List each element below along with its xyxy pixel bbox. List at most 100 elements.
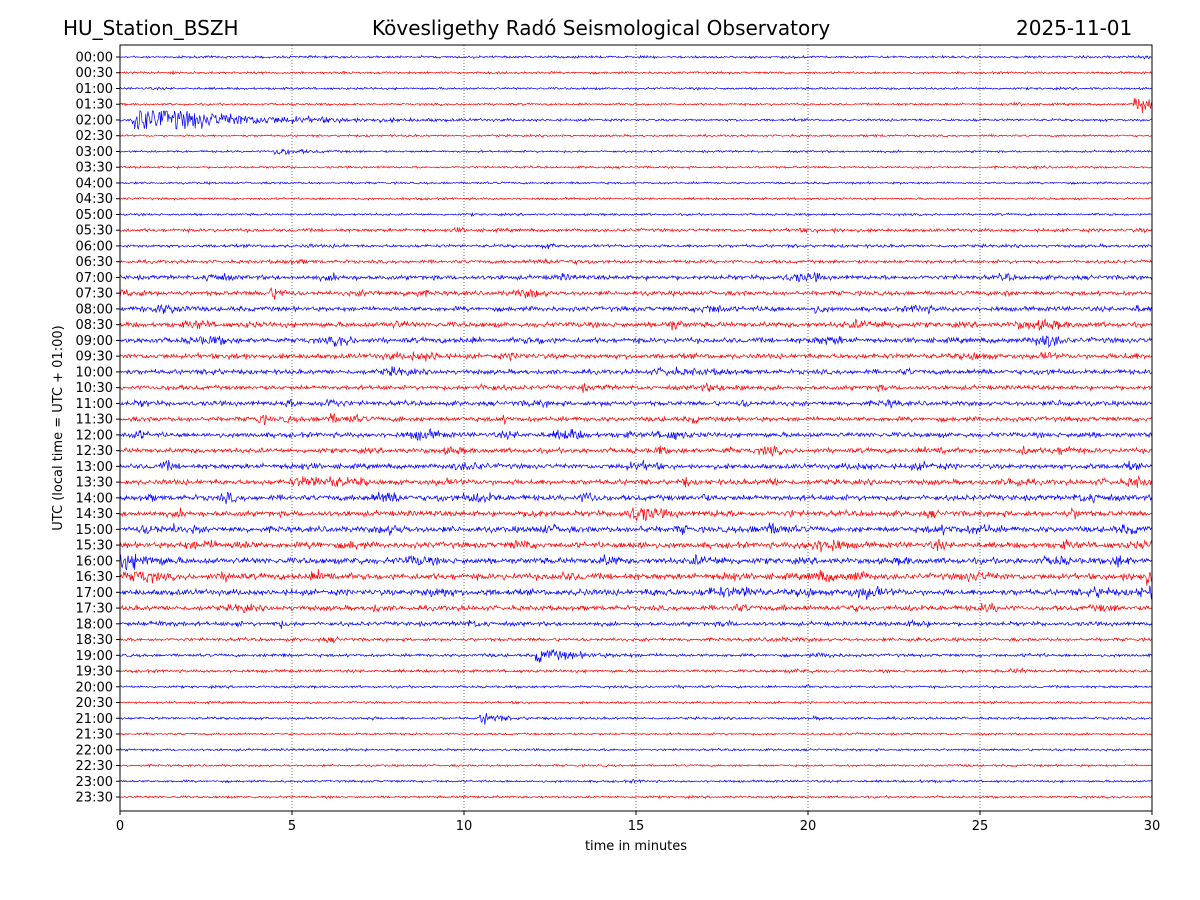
y-tick-label: 22:00 bbox=[76, 743, 113, 758]
y-tick-label: 22:30 bbox=[76, 759, 113, 774]
y-tick-label: 21:30 bbox=[76, 728, 113, 743]
y-tick-label: 06:30 bbox=[76, 255, 113, 270]
trace-2130 bbox=[119, 731, 1153, 737]
y-tick-label: 02:30 bbox=[76, 129, 113, 144]
trace-0730 bbox=[119, 286, 1153, 300]
trace-1500 bbox=[119, 522, 1153, 536]
y-tick-label: 04:00 bbox=[76, 176, 113, 191]
trace-1630 bbox=[119, 569, 1153, 586]
x-ticks: 0 5 10 15 20 25 30 bbox=[116, 811, 1160, 834]
y-tick-label: 09:30 bbox=[76, 350, 113, 365]
y-ticks: 00:0000:3001:0001:3002:0002:3003:0003:30… bbox=[76, 51, 120, 806]
y-tick-label: 03:30 bbox=[76, 161, 113, 176]
y-tick-label: 08:30 bbox=[76, 318, 113, 333]
y-tick-label: 18:00 bbox=[76, 617, 113, 632]
x-tick-label: 20 bbox=[800, 819, 817, 834]
x-tick-label: 5 bbox=[288, 819, 296, 834]
y-tick-label: 08:00 bbox=[76, 302, 113, 317]
trace-0130 bbox=[119, 98, 1153, 114]
y-tick-label: 05:00 bbox=[76, 208, 113, 223]
y-tick-label: 15:00 bbox=[76, 523, 113, 538]
y-tick-label: 12:30 bbox=[76, 444, 113, 459]
trace-1800 bbox=[119, 619, 1153, 630]
x-tick-label: 15 bbox=[628, 819, 645, 834]
trace-1200 bbox=[119, 427, 1153, 442]
x-axis-label: time in minutes bbox=[585, 839, 687, 854]
trace-0530 bbox=[119, 226, 1153, 234]
trace-2300 bbox=[119, 779, 1153, 784]
trace-0400 bbox=[119, 180, 1152, 186]
trace-1100 bbox=[119, 398, 1153, 409]
y-tick-label: 14:30 bbox=[76, 507, 113, 522]
x-tick-label: 10 bbox=[456, 819, 473, 834]
trace-1530 bbox=[119, 538, 1153, 553]
trace-0230 bbox=[119, 133, 1153, 138]
trace-0630 bbox=[119, 257, 1153, 266]
trace-0000 bbox=[119, 54, 1153, 60]
trace-0300 bbox=[119, 148, 1153, 156]
y-tick-label: 14:00 bbox=[76, 491, 113, 506]
x-tick-label: 0 bbox=[116, 819, 124, 834]
y-tick-label: 20:00 bbox=[76, 680, 113, 695]
y-tick-label: 00:00 bbox=[76, 51, 113, 66]
date-title: 2025-11-01 bbox=[1016, 16, 1133, 40]
trace-1930 bbox=[119, 667, 1153, 675]
trace-0330 bbox=[119, 165, 1153, 170]
y-tick-label: 17:30 bbox=[76, 602, 113, 617]
trace-1430 bbox=[119, 506, 1153, 522]
y-tick-label: 19:00 bbox=[76, 649, 113, 664]
x-tick-label: 25 bbox=[972, 819, 989, 834]
y-tick-label: 21:00 bbox=[76, 712, 113, 727]
y-tick-label: 01:00 bbox=[76, 82, 113, 97]
y-tick-label: 16:00 bbox=[76, 554, 113, 569]
y-tick-label: 09:00 bbox=[76, 334, 113, 349]
trace-1130 bbox=[119, 413, 1153, 426]
y-tick-label: 04:30 bbox=[76, 192, 113, 207]
y-tick-label: 15:30 bbox=[76, 539, 113, 554]
y-tick-label: 13:30 bbox=[76, 476, 113, 491]
trace-1600 bbox=[119, 553, 1153, 571]
trace-0200 bbox=[119, 110, 1153, 130]
trace-1700 bbox=[119, 585, 1153, 600]
y-tick-label: 07:30 bbox=[76, 287, 113, 302]
y-tick-label: 01:30 bbox=[76, 98, 113, 113]
y-tick-label: 19:30 bbox=[76, 665, 113, 680]
trace-0030 bbox=[119, 69, 1153, 76]
trace-1830 bbox=[119, 635, 1153, 645]
trace-1230 bbox=[119, 445, 1153, 458]
trace-1300 bbox=[119, 459, 1153, 472]
trace-2030 bbox=[119, 700, 1153, 705]
trace-0900 bbox=[119, 335, 1153, 349]
y-tick-label: 02:00 bbox=[76, 113, 113, 128]
trace-0500 bbox=[119, 211, 1153, 218]
y-tick-label: 00:30 bbox=[76, 66, 113, 81]
trace-2100 bbox=[119, 713, 1153, 725]
y-tick-label: 16:30 bbox=[76, 570, 113, 585]
trace-1900 bbox=[119, 648, 1153, 663]
trace-1030 bbox=[119, 382, 1153, 393]
y-tick-label: 17:00 bbox=[76, 586, 113, 601]
traces bbox=[119, 54, 1153, 800]
x-tick-label: 30 bbox=[1144, 819, 1161, 834]
trace-2330 bbox=[119, 794, 1153, 800]
y-tick-label: 23:00 bbox=[76, 775, 113, 790]
trace-0830 bbox=[119, 318, 1153, 331]
y-tick-label: 11:30 bbox=[76, 413, 113, 428]
trace-0100 bbox=[119, 86, 1153, 91]
y-tick-label: 20:30 bbox=[76, 696, 113, 711]
y-tick-label: 18:30 bbox=[76, 633, 113, 648]
trace-0600 bbox=[119, 242, 1153, 250]
y-tick-label: 12:00 bbox=[76, 428, 113, 443]
y-tick-label: 05:30 bbox=[76, 224, 113, 239]
trace-0430 bbox=[119, 196, 1153, 201]
trace-0800 bbox=[119, 303, 1153, 315]
y-tick-label: 10:30 bbox=[76, 381, 113, 396]
trace-0700 bbox=[119, 271, 1153, 283]
y-tick-label: 11:00 bbox=[76, 397, 113, 412]
trace-0930 bbox=[119, 351, 1153, 362]
station-title: HU_Station_BSZH bbox=[63, 16, 239, 40]
y-tick-label: 06:00 bbox=[76, 239, 113, 254]
trace-1000 bbox=[119, 366, 1153, 377]
y-tick-label: 23:30 bbox=[76, 791, 113, 806]
